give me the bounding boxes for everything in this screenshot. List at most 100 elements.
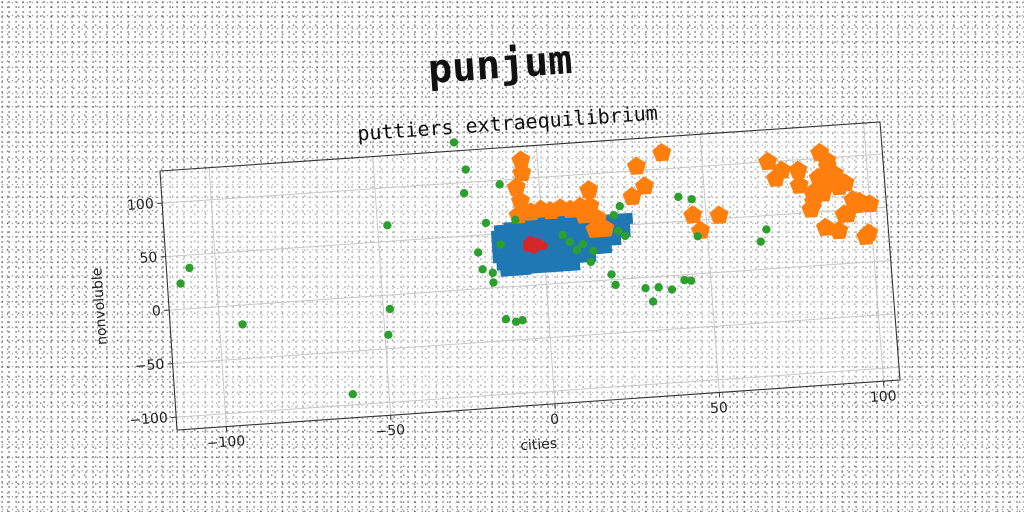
data-point (762, 225, 771, 234)
data-point (568, 259, 581, 271)
data-point (481, 218, 491, 228)
data-point (529, 261, 542, 274)
data-point (509, 264, 522, 277)
data-point (609, 211, 619, 220)
data-point (586, 257, 596, 267)
y-tick-label: 50 (139, 250, 158, 267)
data-point (622, 186, 642, 206)
data-point (687, 194, 696, 204)
data-point (511, 317, 521, 326)
data-point (383, 221, 392, 230)
data-point (772, 160, 791, 179)
data-point (615, 202, 624, 211)
data-point (578, 239, 588, 249)
x-gridline (372, 156, 392, 416)
data-point (501, 315, 511, 324)
data-point (621, 231, 630, 241)
chart-title: punjum (426, 37, 573, 93)
x-tick-label: −100 (206, 433, 245, 452)
data-point (532, 237, 541, 247)
data-point (539, 261, 551, 274)
data-point (511, 215, 520, 225)
data-point (801, 199, 821, 218)
data-point (176, 279, 185, 288)
data-point (496, 240, 505, 249)
data-point (860, 194, 880, 213)
plot-area (160, 122, 900, 430)
data-point (488, 268, 497, 278)
data-point (539, 241, 548, 250)
data-point (654, 283, 663, 292)
data-point (529, 245, 539, 254)
data-point (634, 176, 654, 195)
data-point (600, 242, 613, 254)
data-point (574, 205, 594, 224)
data-point (495, 180, 504, 189)
data-point (473, 248, 483, 257)
data-point (348, 390, 358, 399)
data-series (176, 138, 771, 399)
data-point (834, 204, 854, 223)
data-point (510, 191, 530, 210)
data-point (829, 220, 849, 240)
data-point (506, 177, 526, 196)
data-point (384, 330, 393, 340)
data-point (558, 259, 571, 272)
data-point (489, 278, 498, 287)
data-point (512, 163, 532, 182)
data-point (478, 265, 487, 274)
data-point (499, 265, 512, 277)
data-point (683, 205, 703, 224)
y-gridline (169, 260, 891, 311)
x-gridline (863, 123, 885, 382)
data-point (461, 165, 470, 174)
data-point (558, 230, 567, 240)
x-axis-label: cities (520, 436, 558, 455)
data-point (238, 320, 247, 329)
y-tick-label: 100 (127, 196, 155, 214)
data-point (607, 270, 616, 279)
x-tick-label: 0 (550, 412, 560, 429)
y-gridline (172, 313, 895, 365)
data-point (565, 237, 574, 247)
data-point (758, 151, 778, 171)
data-point (674, 192, 683, 202)
x-gridline (208, 167, 227, 427)
data-point (626, 156, 646, 175)
data-point (518, 316, 527, 325)
y-gridline (176, 366, 900, 418)
data-series (506, 142, 880, 246)
x-tick-label: 100 (869, 388, 897, 406)
axes-frame (159, 121, 901, 431)
data-point (693, 232, 702, 241)
data-point (459, 189, 469, 198)
y-axis-label: nonvoluble (89, 267, 110, 345)
data-point (667, 285, 677, 294)
x-tick-label: 50 (710, 400, 729, 417)
data-point (835, 173, 855, 192)
data-point (813, 183, 833, 202)
x-gridline (699, 134, 720, 393)
data-series (522, 236, 548, 254)
y-tick-label: −50 (134, 357, 165, 375)
chart-subtitle: puttiers extraequilibrium (357, 101, 659, 146)
data-point (611, 280, 620, 290)
x-tick-label: −50 (375, 422, 406, 440)
data-point (709, 205, 729, 224)
data-point (652, 143, 672, 162)
data-point (572, 245, 582, 255)
data-series (490, 212, 634, 277)
data-point (614, 226, 623, 236)
data-point (522, 239, 532, 248)
data-point (385, 304, 395, 314)
data-point (185, 263, 194, 273)
data-point (449, 138, 459, 147)
data-point (789, 175, 809, 194)
data-point (756, 237, 765, 246)
data-point (641, 283, 650, 293)
data-point (815, 217, 835, 236)
data-point (609, 233, 622, 246)
data-point (595, 218, 615, 238)
data-point (549, 260, 561, 273)
